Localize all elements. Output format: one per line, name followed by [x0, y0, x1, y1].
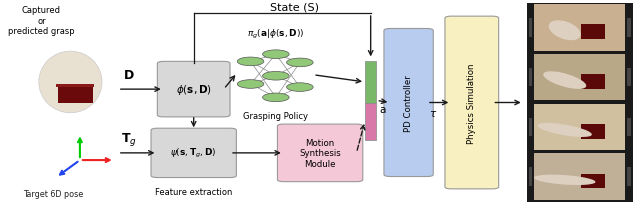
Bar — [56, 85, 95, 88]
Bar — [58, 87, 93, 103]
Bar — [580, 25, 605, 40]
Ellipse shape — [543, 72, 586, 90]
Text: Target 6D pose: Target 6D pose — [22, 190, 83, 199]
Text: $\tau$: $\tau$ — [429, 108, 437, 118]
FancyBboxPatch shape — [151, 129, 236, 178]
Bar — [529, 168, 532, 186]
Text: Feature extraction: Feature extraction — [155, 187, 232, 196]
Bar — [627, 118, 631, 137]
Text: Motion
Synthesis
Module: Motion Synthesis Module — [300, 138, 341, 168]
Bar — [534, 104, 625, 151]
Text: $\mathbf{T}_g$: $\mathbf{T}_g$ — [121, 130, 137, 147]
Circle shape — [262, 51, 289, 59]
Text: a: a — [380, 104, 386, 114]
Bar — [534, 5, 625, 51]
Ellipse shape — [538, 123, 592, 137]
Bar — [580, 75, 605, 89]
Bar — [365, 62, 376, 103]
Bar — [365, 103, 376, 140]
FancyBboxPatch shape — [157, 62, 230, 117]
Circle shape — [262, 72, 289, 81]
Bar — [529, 118, 532, 137]
Text: $\psi(\mathbf{s}, \mathbf{T}_g, \mathbf{D})$: $\psi(\mathbf{s}, \mathbf{T}_g, \mathbf{… — [170, 147, 217, 160]
Bar — [534, 54, 625, 101]
Circle shape — [287, 83, 313, 92]
FancyBboxPatch shape — [384, 29, 433, 177]
Text: $\pi_g(\mathbf{a}|\phi(\mathbf{s}, \mathbf{D}))$: $\pi_g(\mathbf{a}|\phi(\mathbf{s}, \math… — [247, 28, 305, 41]
Circle shape — [237, 80, 264, 89]
Text: PD Controller: PD Controller — [404, 75, 413, 131]
Text: $\mathbf{D}$: $\mathbf{D}$ — [123, 68, 134, 81]
FancyBboxPatch shape — [445, 17, 499, 189]
Text: Captured
or
predicted grasp: Captured or predicted grasp — [8, 6, 75, 36]
FancyBboxPatch shape — [277, 124, 363, 182]
Ellipse shape — [39, 52, 102, 113]
Bar — [534, 154, 625, 200]
Text: State (S): State (S) — [270, 3, 319, 13]
Ellipse shape — [534, 175, 595, 185]
Text: Physics Simulation: Physics Simulation — [467, 63, 476, 143]
Bar — [580, 174, 605, 188]
Bar — [580, 125, 605, 139]
Circle shape — [262, 94, 289, 102]
Bar — [627, 168, 631, 186]
Bar — [527, 4, 633, 202]
Ellipse shape — [548, 21, 580, 41]
Circle shape — [237, 58, 264, 66]
Bar — [627, 68, 631, 87]
Bar — [627, 19, 631, 37]
Bar — [529, 19, 532, 37]
Text: Grasping Policy: Grasping Policy — [243, 112, 308, 121]
Bar — [529, 68, 532, 87]
Text: $\phi(\mathbf{s}, \mathbf{D})$: $\phi(\mathbf{s}, \mathbf{D})$ — [175, 83, 212, 97]
Circle shape — [287, 59, 313, 67]
